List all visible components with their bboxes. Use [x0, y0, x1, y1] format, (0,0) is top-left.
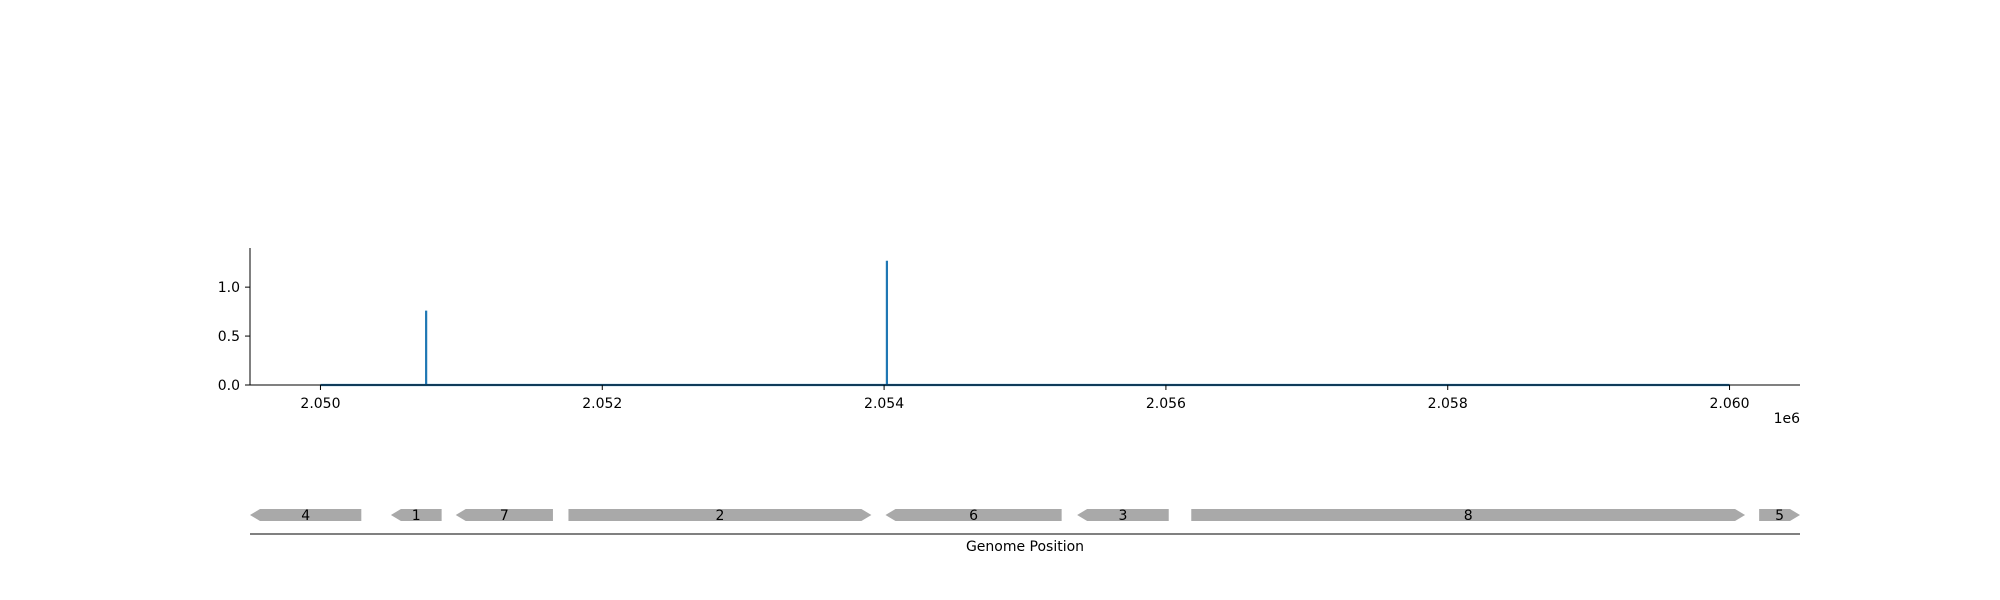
gene-arrow-2 — [568, 509, 872, 521]
signal-series — [320, 260, 1730, 387]
gene-arrows: 4 1 7 2 6 3 8 5 — [250, 508, 1800, 524]
x-tick-label-4: 2.058 — [1428, 396, 1468, 412]
gene-arrow-1 — [390, 509, 442, 521]
gene-label-7: 7 — [500, 508, 509, 524]
gene-arrow-6 — [885, 509, 1062, 521]
gene-label-5: 5 — [1775, 508, 1784, 524]
x-tick-label-2: 2.054 — [864, 396, 904, 412]
gene-arrow-8 — [1191, 509, 1746, 521]
gene-label-8: 8 — [1464, 508, 1473, 524]
series-line-0 — [320, 260, 1730, 387]
signal-axes: 2.050 2.052 2.054 2.056 2.058 2.060 0.0 0.5 1.0 — [218, 248, 1800, 412]
gene-arrow-5 — [1759, 509, 1800, 521]
y-tick-label-0: 0.0 — [218, 378, 240, 394]
gene-track-xlabel: Genome Position — [966, 539, 1084, 555]
gene-arrow-7 — [455, 509, 553, 521]
gene-label-2: 2 — [715, 508, 724, 524]
x-tick-label-1: 2.052 — [582, 396, 622, 412]
gene-track: 4 1 7 2 6 3 8 5 Genome Position — [250, 508, 1800, 555]
x-tick-label-0: 2.050 — [300, 396, 340, 412]
x-offset-label: 1e6 — [1774, 411, 1801, 427]
gene-arrow-3 — [1077, 509, 1169, 521]
signal-chart: 2.050 2.052 2.054 2.056 2.058 2.0600.00.51.0 … — [218, 248, 1800, 427]
gene-label-4: 4 — [301, 508, 310, 524]
x-tick-label-3: 2.056 — [1146, 396, 1186, 412]
y-tick-label-1: 0.5 — [218, 329, 240, 345]
gene-label-1: 1 — [412, 508, 421, 524]
gene-label-6: 6 — [969, 508, 978, 524]
gene-label-3: 3 — [1118, 508, 1127, 524]
gene-arrow-4 — [250, 509, 362, 521]
y-tick-label-2: 1.0 — [218, 280, 240, 296]
x-tick-label-5: 2.060 — [1709, 396, 1749, 412]
